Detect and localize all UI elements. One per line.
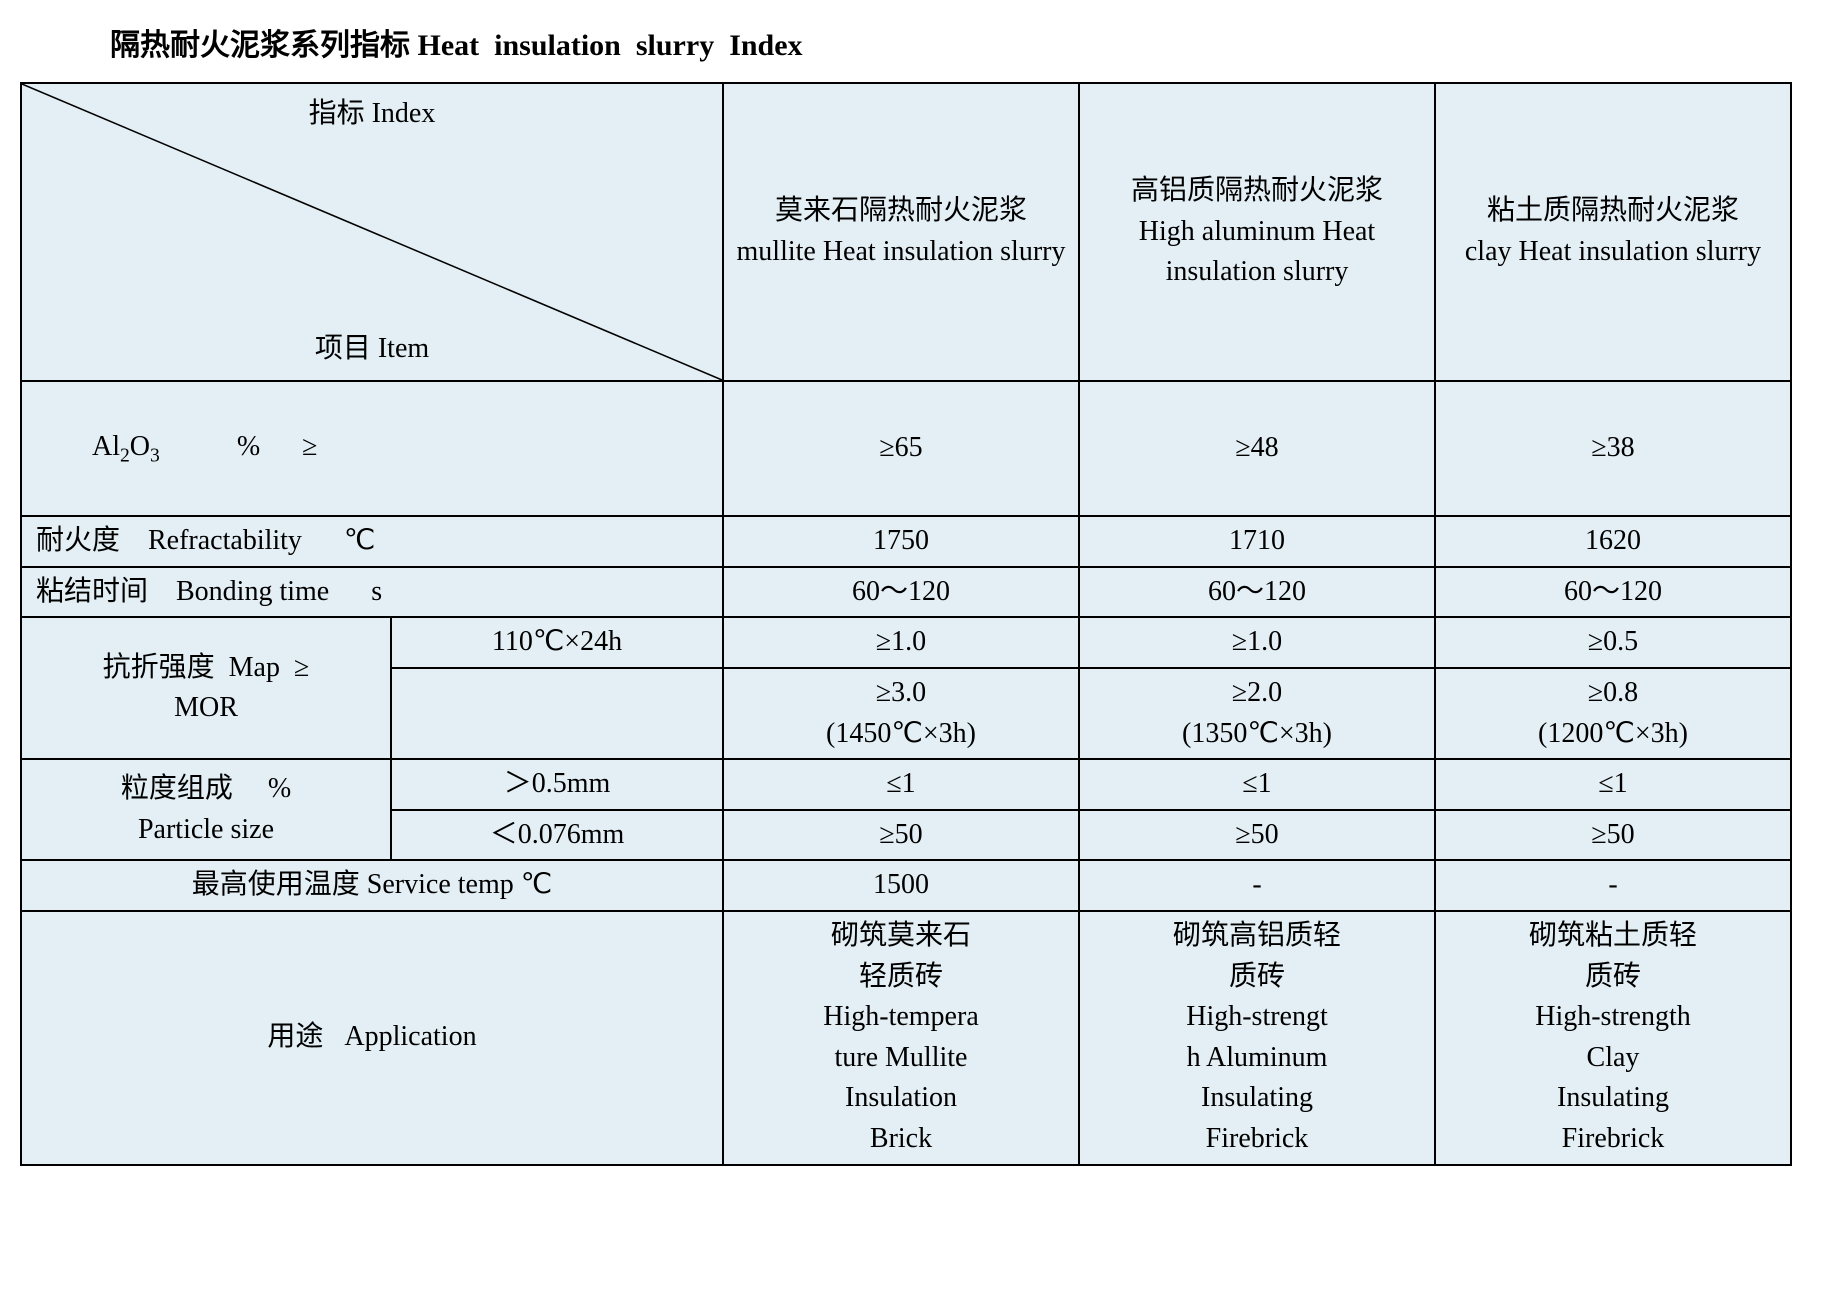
cell: 砌筑高铝质轻 质砖 High-strengt h Aluminum Insula… bbox=[1079, 911, 1435, 1165]
cell: ≥48 bbox=[1079, 381, 1435, 516]
particle-condition-2: ＜0.076mm bbox=[391, 810, 723, 861]
table-row: 粘结时间 Bonding time s 60～120 60～120 60～120 bbox=[21, 567, 1791, 618]
row-label-particle: 粒度组成 % Particle size bbox=[21, 759, 391, 860]
cell: ≥38 bbox=[1435, 381, 1791, 516]
cell: - bbox=[1079, 860, 1435, 911]
cell: ≥0.8 (1200℃×3h) bbox=[1435, 668, 1791, 759]
row-label-refractability: 耐火度 Refractability ℃ bbox=[21, 516, 723, 567]
row-label-bonding: 粘结时间 Bonding time s bbox=[21, 567, 723, 618]
diagonal-header-cell: 指标 Index 项目 Item bbox=[21, 83, 723, 381]
cell: ≥50 bbox=[1435, 810, 1791, 861]
cell: ≥50 bbox=[1079, 810, 1435, 861]
column-header-mullite: 莫来石隔热耐火泥浆 mullite Heat insulation slurry bbox=[723, 83, 1079, 381]
cell: ≥1.0 bbox=[1079, 617, 1435, 668]
header-item-label: 项目 Item bbox=[22, 329, 722, 370]
cell: 60～120 bbox=[723, 567, 1079, 618]
cell: ≥65 bbox=[723, 381, 1079, 516]
row-label-service-temp: 最高使用温度 Service temp ℃ bbox=[21, 860, 723, 911]
cell: ≤1 bbox=[1079, 759, 1435, 810]
table-row: 用途 Application 砌筑莫来石 轻质砖 High-tempera tu… bbox=[21, 911, 1791, 1165]
cell: ≤1 bbox=[723, 759, 1079, 810]
cell: 60～120 bbox=[1079, 567, 1435, 618]
table-row: 最高使用温度 Service temp ℃ 1500 - - bbox=[21, 860, 1791, 911]
column-header-aluminum: 高铝质隔热耐火泥浆 High aluminum Heat insulation … bbox=[1079, 83, 1435, 381]
cell: ≥3.0 (1450℃×3h) bbox=[723, 668, 1079, 759]
cell: 砌筑莫来石 轻质砖 High-tempera ture Mullite Insu… bbox=[723, 911, 1079, 1165]
row-label-mor: 抗折强度 Map ≥ MOR bbox=[21, 617, 391, 759]
table-row: Al2O3 % ≥ ≥65 ≥48 ≥38 bbox=[21, 381, 1791, 516]
table-row: 抗折强度 Map ≥ MOR 110℃×24h ≥1.0 ≥1.0 ≥0.5 bbox=[21, 617, 1791, 668]
cell: 1750 bbox=[723, 516, 1079, 567]
cell: ≥0.5 bbox=[1435, 617, 1791, 668]
table-row: 粒度组成 % Particle size ＞0.5mm ≤1 ≤1 ≤1 bbox=[21, 759, 1791, 810]
column-header-clay: 粘土质隔热耐火泥浆 clay Heat insulation slurry bbox=[1435, 83, 1791, 381]
cell: ≥50 bbox=[723, 810, 1079, 861]
cell: ≤1 bbox=[1435, 759, 1791, 810]
table-row: 耐火度 Refractability ℃ 1750 1710 1620 bbox=[21, 516, 1791, 567]
cell: 60～120 bbox=[1435, 567, 1791, 618]
cell: 砌筑粘土质轻 质砖 High-strength Clay Insulating … bbox=[1435, 911, 1791, 1165]
cell: 1620 bbox=[1435, 516, 1791, 567]
cell: - bbox=[1435, 860, 1791, 911]
cell: ≥1.0 bbox=[723, 617, 1079, 668]
mor-condition-2 bbox=[391, 668, 723, 759]
particle-condition-1: ＞0.5mm bbox=[391, 759, 723, 810]
page-title: 隔热耐火泥浆系列指标 Heat insulation slurry Index bbox=[20, 20, 1804, 64]
header-index-label: 指标 Index bbox=[22, 94, 722, 135]
cell: 1500 bbox=[723, 860, 1079, 911]
cell: 1710 bbox=[1079, 516, 1435, 567]
table-row: 指标 Index 项目 Item 莫来石隔热耐火泥浆 mullite Heat … bbox=[21, 83, 1791, 381]
row-label-application: 用途 Application bbox=[21, 911, 723, 1165]
row-label-al2o3: Al2O3 % ≥ bbox=[21, 381, 723, 516]
specification-table: 指标 Index 项目 Item 莫来石隔热耐火泥浆 mullite Heat … bbox=[20, 82, 1792, 1166]
mor-condition-1: 110℃×24h bbox=[391, 617, 723, 668]
cell: ≥2.0 (1350℃×3h) bbox=[1079, 668, 1435, 759]
